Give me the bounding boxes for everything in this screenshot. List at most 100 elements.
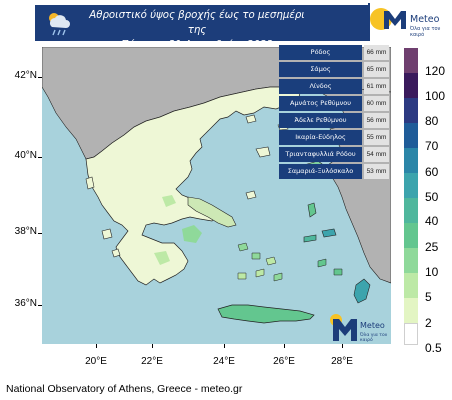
- rain-patch-attica: [182, 225, 202, 243]
- lat-label-40: 40°N: [14, 150, 37, 161]
- legend-label-80: 80: [425, 114, 439, 128]
- thasos-island: [245, 114, 257, 124]
- legend-label-0.5: 0.5: [425, 341, 442, 355]
- map-meteo-logo: Meteo Όλα για τον καιρό: [330, 313, 388, 343]
- cyclades-6: [237, 272, 247, 280]
- station-name: Αμνάτος Ρεθύμνου: [279, 96, 362, 111]
- legend-swatch-2: [404, 298, 418, 323]
- station-name: Ρόδος: [279, 45, 362, 60]
- legend-swatch-100: [404, 73, 418, 98]
- station-name: Σαμαριά-Ξυλόσκαλο: [279, 164, 362, 179]
- limnos-island: [255, 146, 271, 158]
- legend-swatch-10: [404, 248, 418, 273]
- station-name: Άδελε Ρεθύμνου: [279, 113, 362, 128]
- legend-label-40: 40: [425, 214, 439, 228]
- table-row: Τριανταφυλλιά Ρόδου 54 mm: [279, 147, 389, 163]
- legend-label-5: 5: [425, 290, 432, 304]
- legend-swatch-60: [404, 148, 418, 173]
- brand-tagline: Όλα για τον καιρό: [410, 26, 441, 38]
- station-value: 56 mm: [364, 113, 389, 128]
- legend-swatch-50: [404, 173, 418, 198]
- map-title: Αθροιστικό ύψος βροχής έως το μεσημέρι τ…: [79, 8, 315, 53]
- legend-label-10: 10: [425, 265, 439, 279]
- station-name: Σάμος: [279, 62, 362, 77]
- table-row: Ικαρία-Εύδηλος 55 mm: [279, 130, 389, 146]
- table-row: Σαμαριά-Ξυλόσκαλο 53 mm: [279, 164, 389, 180]
- lat-tick: [38, 77, 42, 78]
- lat-label-36: 36°N: [14, 298, 37, 309]
- title-line-1: Αθροιστικό ύψος βροχής έως το μεσημέρι τ…: [89, 10, 305, 36]
- station-value: 66 mm: [364, 45, 389, 60]
- dodecanese-1: [317, 258, 327, 268]
- samos-island: [321, 228, 337, 238]
- table-row: Ρόδος 66 mm: [279, 45, 389, 61]
- station-name: Λίνδος: [279, 79, 362, 94]
- lon-tick: [224, 344, 225, 348]
- meteo-m-letter-icon: [384, 11, 406, 29]
- map-logo-tagline: Όλα για τον καιρό: [360, 333, 388, 343]
- cyclades-2: [251, 252, 261, 260]
- kefalonia-island: [101, 228, 113, 240]
- station-value: 53 mm: [364, 164, 389, 179]
- station-value: 55 mm: [364, 130, 389, 145]
- title-line-2: Πέμπτης 21 Δεκεμβρίου 2023: [121, 40, 273, 51]
- legend-label-2: 2: [425, 316, 432, 330]
- legend-swatch-25: [404, 223, 418, 248]
- rhodes-island: [353, 278, 371, 304]
- legend-swatch-120: [404, 48, 418, 73]
- cyclades-5: [273, 272, 283, 282]
- station-value: 54 mm: [364, 147, 389, 162]
- skyros-island: [245, 190, 257, 200]
- legend-label-25: 25: [425, 240, 439, 254]
- rain-patch-peloponnese: [154, 251, 170, 265]
- station-value: 65 mm: [364, 62, 389, 77]
- dodecanese-2: [333, 268, 343, 276]
- table-row: Άδελε Ρεθύμνου 56 mm: [279, 113, 389, 129]
- lon-label-22: 22°E: [141, 356, 163, 367]
- legend-label-60: 60: [425, 165, 439, 179]
- lon-tick: [284, 344, 285, 348]
- footer-credit: National Observatory of Athens, Greece -…: [6, 383, 243, 395]
- lat-tick: [38, 233, 42, 234]
- map-logo-brand: Meteo: [360, 321, 385, 330]
- legend-swatch-40: [404, 198, 418, 223]
- rain-cloud-sun-icon: [49, 13, 70, 36]
- lon-label-20: 20°E: [85, 356, 107, 367]
- lon-tick: [96, 344, 97, 348]
- table-row: Σάμος 65 mm: [279, 62, 389, 78]
- cyclades-4: [255, 268, 265, 278]
- ikaria-island: [303, 234, 317, 243]
- legend-label-50: 50: [425, 190, 439, 204]
- crete-island: [217, 304, 315, 324]
- map-header: Αθροιστικό ύψος βροχής έως το μεσημέρι τ…: [35, 5, 379, 51]
- table-row: Λίνδος 61 mm: [279, 79, 389, 95]
- legend-swatch-5: [404, 273, 418, 298]
- station-value: 61 mm: [364, 79, 389, 94]
- lon-tick: [152, 344, 153, 348]
- station-value: 60 mm: [364, 96, 389, 111]
- lat-label-42: 42°N: [14, 70, 37, 81]
- meteo-brand-logo[interactable]: Meteo Όλα για τον καιρό: [368, 3, 450, 41]
- lon-label-28: 28°E: [331, 356, 353, 367]
- rain-patch-central: [162, 195, 176, 207]
- lon-label-26: 26°E: [273, 356, 295, 367]
- euboea-island: [187, 196, 237, 228]
- table-row: Αμνάτος Ρεθύμνου 60 mm: [279, 96, 389, 112]
- cyclades-3: [265, 256, 277, 266]
- lon-label-24: 24°E: [213, 356, 235, 367]
- station-name: Τριανταφυλλιά Ρόδου: [279, 147, 362, 162]
- legend-swatch-80: [404, 98, 418, 123]
- cyclades-1: [237, 242, 249, 252]
- zakynthos-island: [111, 248, 121, 258]
- lat-tick: [38, 157, 42, 158]
- legend-swatch-70: [404, 123, 418, 148]
- meteo-logo-icon: [330, 314, 357, 341]
- legend-label-70: 70: [425, 139, 439, 153]
- station-name: Ικαρία-Εύδηλος: [279, 130, 362, 145]
- lat-label-38: 38°N: [14, 226, 37, 237]
- legend-swatch-0.5: [404, 323, 418, 345]
- lat-tick: [38, 305, 42, 306]
- lon-tick: [342, 344, 343, 348]
- legend-label-100: 100: [425, 89, 446, 103]
- legend-label-120: 120: [425, 64, 446, 78]
